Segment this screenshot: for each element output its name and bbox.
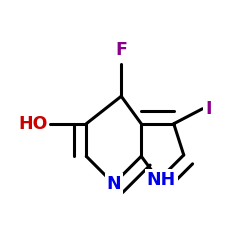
- Text: NH: NH: [146, 171, 176, 189]
- Text: N: N: [106, 175, 121, 193]
- Text: I: I: [205, 100, 212, 118]
- Text: HO: HO: [18, 115, 48, 133]
- Text: F: F: [115, 41, 127, 59]
